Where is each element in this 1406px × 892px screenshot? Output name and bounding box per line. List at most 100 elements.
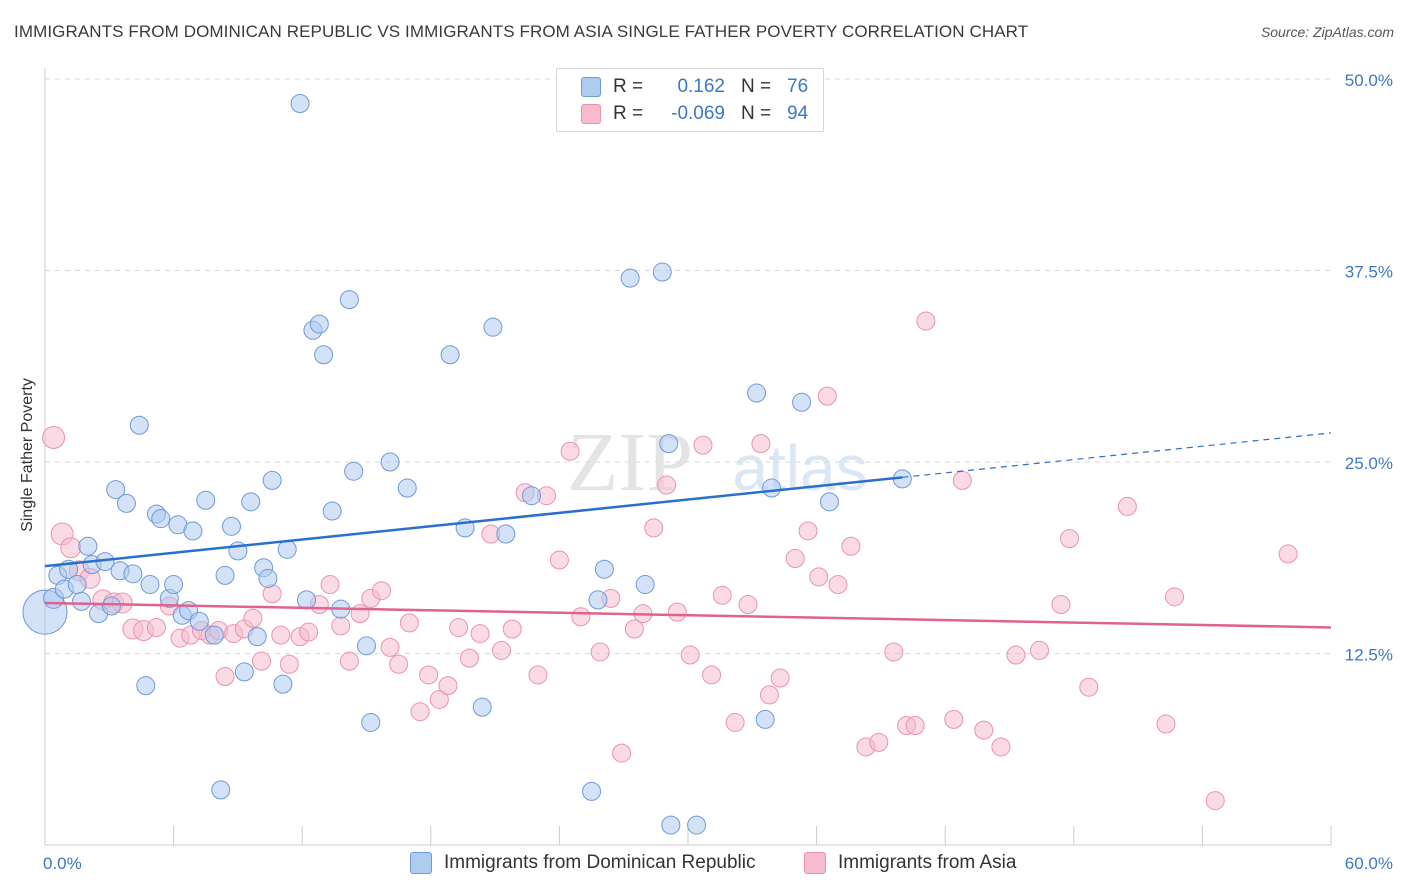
data-point bbox=[502, 619, 522, 639]
data-point bbox=[380, 452, 400, 472]
data-point bbox=[762, 478, 782, 498]
data-point bbox=[140, 575, 160, 595]
y-tick-label: 12.5% bbox=[1345, 646, 1393, 665]
data-point bbox=[429, 689, 449, 709]
data-point bbox=[1030, 640, 1050, 660]
data-point bbox=[440, 345, 460, 365]
data-point bbox=[78, 536, 98, 556]
data-point bbox=[869, 732, 889, 752]
data-point bbox=[1165, 587, 1185, 607]
data-point bbox=[1006, 645, 1026, 665]
data-point bbox=[680, 645, 700, 665]
data-point bbox=[687, 815, 707, 835]
data-point bbox=[357, 636, 376, 656]
data-point bbox=[588, 590, 608, 610]
data-point bbox=[792, 392, 812, 412]
data-point bbox=[624, 619, 644, 639]
data-point bbox=[785, 549, 805, 569]
data-point bbox=[67, 575, 87, 595]
data-point bbox=[483, 317, 503, 337]
data-point bbox=[290, 94, 310, 114]
legend-series-name: Immigrants from Dominican Republic bbox=[444, 852, 756, 873]
data-point bbox=[123, 564, 143, 584]
data-point bbox=[339, 290, 359, 310]
series-legend: Immigrants from Dominican Republic Immig… bbox=[0, 852, 1406, 878]
legend-swatch-pink bbox=[581, 104, 601, 124]
data-point bbox=[189, 611, 209, 631]
grid-lines bbox=[45, 78, 1331, 654]
data-point bbox=[331, 616, 351, 636]
data-point bbox=[116, 493, 136, 513]
data-point bbox=[204, 625, 224, 645]
data-point bbox=[1079, 677, 1099, 697]
y-tick-label: 25.0% bbox=[1345, 454, 1393, 473]
data-point bbox=[350, 604, 370, 624]
data-point bbox=[755, 709, 775, 729]
data-point bbox=[590, 642, 610, 662]
data-point bbox=[215, 666, 235, 686]
data-point bbox=[361, 712, 381, 732]
legend-swatch-blue bbox=[410, 852, 432, 874]
data-point bbox=[296, 590, 316, 610]
data-point bbox=[101, 596, 121, 616]
data-point bbox=[738, 594, 758, 614]
data-point bbox=[759, 685, 779, 705]
data-point bbox=[693, 435, 713, 455]
data-point bbox=[399, 613, 419, 633]
legend-swatch-blue bbox=[581, 77, 601, 97]
correlation-legend: R = 0.162 N = 76 R = -0.069 N = 94 bbox=[556, 68, 824, 132]
trend-line-dominican-republic-projection bbox=[902, 432, 1332, 478]
trend-line-dominican-republic bbox=[44, 476, 903, 568]
data-point bbox=[470, 624, 490, 644]
data-point bbox=[106, 480, 126, 500]
data-point bbox=[146, 617, 166, 637]
data-point bbox=[974, 720, 994, 740]
data-point bbox=[594, 559, 614, 579]
data-point bbox=[299, 622, 319, 642]
data-point bbox=[262, 470, 282, 490]
data-point bbox=[322, 501, 342, 521]
data-point bbox=[635, 575, 655, 595]
data-point bbox=[151, 509, 171, 529]
data-point bbox=[438, 676, 458, 696]
chart-title: IMMIGRANTS FROM DOMINICAN REPUBLIC VS IM… bbox=[14, 22, 1029, 41]
data-point bbox=[492, 640, 512, 660]
data-point bbox=[339, 651, 359, 671]
data-point bbox=[884, 642, 904, 662]
data-point bbox=[60, 537, 82, 559]
data-point bbox=[841, 536, 861, 556]
data-point bbox=[944, 709, 964, 729]
legend-row-dominican-republic: R = 0.162 N = 76 bbox=[581, 74, 808, 100]
data-point bbox=[522, 486, 542, 506]
data-point bbox=[905, 716, 925, 736]
data-point bbox=[916, 311, 936, 331]
data-point bbox=[258, 568, 278, 588]
data-point bbox=[136, 676, 156, 696]
data-point bbox=[247, 627, 267, 647]
legend-n-value: 76 bbox=[787, 76, 809, 97]
legend-item-asia[interactable]: Immigrants from Asia bbox=[804, 852, 1016, 874]
data-point bbox=[612, 743, 632, 763]
legend-r-label: R = bbox=[613, 103, 644, 124]
series-immigrants-from-dominican-republic bbox=[22, 94, 912, 835]
data-point bbox=[1205, 791, 1225, 811]
chart-source: Source: ZipAtlas.com bbox=[1260, 24, 1394, 40]
legend-series-name: Immigrants from Asia bbox=[838, 852, 1017, 873]
series-immigrants-from-asia bbox=[42, 311, 1298, 811]
data-point bbox=[271, 625, 291, 645]
y-tick-label: 50.0% bbox=[1345, 71, 1393, 90]
axes bbox=[44, 68, 1332, 846]
legend-item-dominican-republic[interactable]: Immigrants from Dominican Republic bbox=[410, 852, 756, 874]
data-point bbox=[1117, 496, 1137, 516]
data-point bbox=[472, 697, 492, 717]
legend-r-value: -0.069 bbox=[671, 103, 725, 124]
data-point bbox=[712, 585, 732, 605]
data-point bbox=[251, 651, 271, 671]
data-point bbox=[1060, 529, 1080, 549]
data-point bbox=[528, 665, 548, 685]
data-point bbox=[770, 668, 790, 688]
trend-line-asia bbox=[44, 601, 1332, 629]
y-axis-label: Single Father Poverty bbox=[19, 378, 36, 532]
data-point bbox=[320, 575, 340, 595]
